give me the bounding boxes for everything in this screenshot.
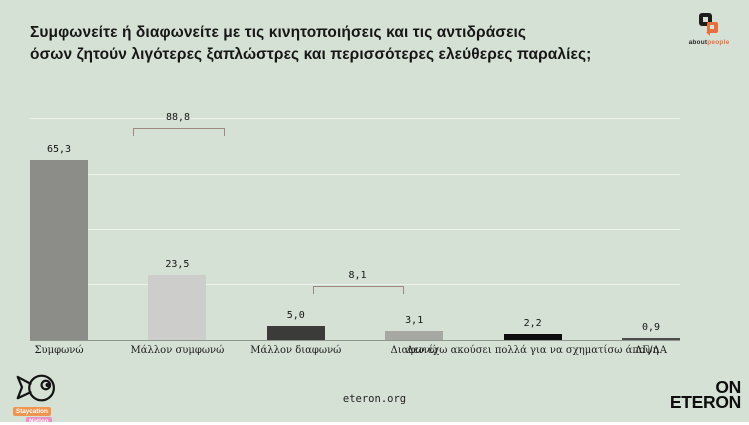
bar [30,160,88,340]
speech-bubble-tail [706,32,710,36]
bar-category-label: Μάλλον συμφωνώ [130,345,225,356]
group-bracket [313,286,404,294]
eteron-logo-name: ETERON [669,392,741,412]
bar-category-label: Μάλλον διαφωνώ [250,345,342,356]
gridline [30,283,680,285]
nation-chip: Nation [26,417,52,422]
chart-title: Συμφωνείτε ή διαφωνείτε με τις κινητοποι… [30,22,591,66]
gridline [30,228,680,230]
speech-bubble-orange-hole [710,25,714,29]
bar-value-label: 65,3 [46,144,72,155]
group-bracket-label: 88,8 [165,112,191,123]
fish-icon [16,374,55,402]
group-bracket [133,128,225,136]
bar [266,326,325,340]
bar-value-label: 23,5 [165,259,190,271]
bar-value-label: 2,2 [523,317,542,329]
aboutpeople-icon [697,13,721,37]
group-bracket-label: 8,1 [348,270,367,281]
bar [385,331,444,340]
chart-title-line2: όσων ζητούν λιγότερες ξαπλώστρες και περ… [30,46,592,63]
aboutpeople-logo: aboutpeople [688,13,730,46]
aboutpeople-wordmark: aboutpeople [688,39,730,46]
bar-category-label: Συμφωνώ [34,345,84,356]
bar [503,333,562,340]
x-axis-line [30,340,680,341]
bar-value-label: 5,0 [286,310,305,322]
eteron-logo-on: ON [715,377,741,397]
bar-value-label: 3,1 [405,315,424,327]
bar-category-label: Δεν έχω ακούσει πολλά για να σχηματίσω ά… [406,345,659,356]
gridline [30,173,680,175]
staycation-nation-logo: Staycation Nation [13,371,65,422]
aboutpeople-word-about: about [688,39,708,46]
bar [622,337,680,340]
gridline [30,118,680,120]
staycation-chip: Staycation [13,407,51,416]
bar [148,275,207,340]
eteron-logo: ON ETERON [669,377,741,412]
bar-value-label: 0,9 [641,321,661,333]
chart-title-line1: Συμφωνείτε ή διαφωνείτε με τις κινητοποι… [30,24,527,41]
website-url: eteron.org [342,393,407,405]
bar-category-label: Διαφωνώ [390,345,438,356]
bar-chart: 65,3 Συμφωνώ 23,5 Μάλλον συμφωνώ 5,0 Μάλλον δ… [30,100,680,356]
aboutpeople-word-people: people [707,39,730,46]
speech-bubble-black-hole [703,17,708,22]
bar-category-label: ΔΓ/ΔΑ [635,345,667,356]
